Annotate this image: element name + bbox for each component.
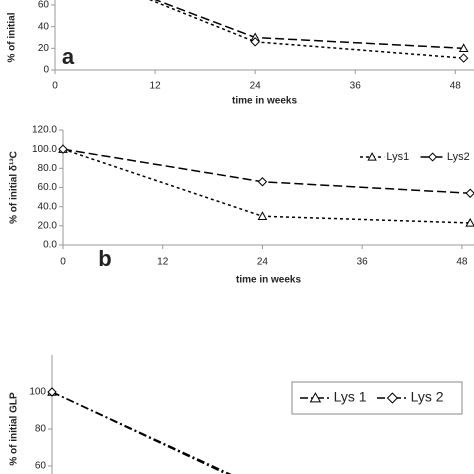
marker xyxy=(309,392,322,403)
panel: 0 20 40 60 0 12 24 36 48 time in weeks % of initia… xyxy=(7,0,474,107)
legend-box xyxy=(291,381,463,415)
y-axis-title: % of initial GLP xyxy=(9,392,20,466)
marker xyxy=(428,152,438,162)
y-axis-title: % of initial xyxy=(7,12,18,62)
y-tick-label: 20.0 xyxy=(38,220,58,231)
marker xyxy=(386,392,399,404)
x-tick-label: 36 xyxy=(350,81,362,92)
marker xyxy=(458,43,469,53)
marker xyxy=(257,211,268,220)
x-tick-label: 24 xyxy=(250,81,262,92)
legend-label: Lys1 xyxy=(386,151,409,163)
panel: 60 80 100 % of initial GLP Lys 1 Lys 2 xyxy=(9,355,463,474)
marker xyxy=(367,152,377,161)
x-tick-label: 48 xyxy=(450,81,462,92)
x-tick-label: 12 xyxy=(150,81,162,92)
legend-label: Lys 2 xyxy=(411,389,444,405)
x-tick-label: 12 xyxy=(157,257,169,268)
marker xyxy=(250,37,260,47)
panel-label: b xyxy=(98,246,111,271)
y-tick-label: 120.0 xyxy=(32,125,57,136)
y-tick-label: 40.0 xyxy=(38,201,58,212)
y-axis-title: % of initial δ¹³C xyxy=(9,151,20,224)
series-line xyxy=(51,391,229,474)
y-tick-label: 40 xyxy=(38,21,50,32)
series-line xyxy=(148,0,464,59)
y-tick-label: 60 xyxy=(38,0,50,11)
marker xyxy=(257,177,268,187)
x-axis-title: time in weeks xyxy=(236,275,301,286)
marker xyxy=(58,144,68,154)
x-tick-label: 48 xyxy=(456,257,468,268)
marker xyxy=(465,188,474,198)
x-axis-title: time in weeks xyxy=(232,96,297,107)
marker xyxy=(47,387,57,397)
y-tick-label: 80 xyxy=(35,424,47,435)
y-tick-label: 60.0 xyxy=(38,182,58,193)
marker xyxy=(465,217,474,227)
legend-label: Lys2 xyxy=(447,151,470,163)
legend-label: Lys 1 xyxy=(334,389,367,405)
panel: 0.0 20.0 40.0 60.0 80.0 100.0 120.0 0 12 24 36 48 ti… xyxy=(9,125,474,286)
y-tick-label: 0 xyxy=(43,65,49,76)
series-line xyxy=(51,391,232,474)
y-tick-label: 100 xyxy=(29,387,46,398)
y-tick-label: 0.0 xyxy=(43,240,57,251)
marker xyxy=(458,53,469,63)
y-tick-label: 20 xyxy=(38,43,50,54)
x-tick-label: 0 xyxy=(60,257,66,268)
y-tick-label: 80.0 xyxy=(38,163,58,174)
x-tick-label: 24 xyxy=(257,257,269,268)
y-tick-label: 100.0 xyxy=(32,144,57,155)
x-tick-label: 36 xyxy=(357,257,369,268)
panel-label: a xyxy=(62,44,75,69)
x-tick-label: 0 xyxy=(52,81,58,92)
y-tick-label: 60 xyxy=(35,461,47,472)
